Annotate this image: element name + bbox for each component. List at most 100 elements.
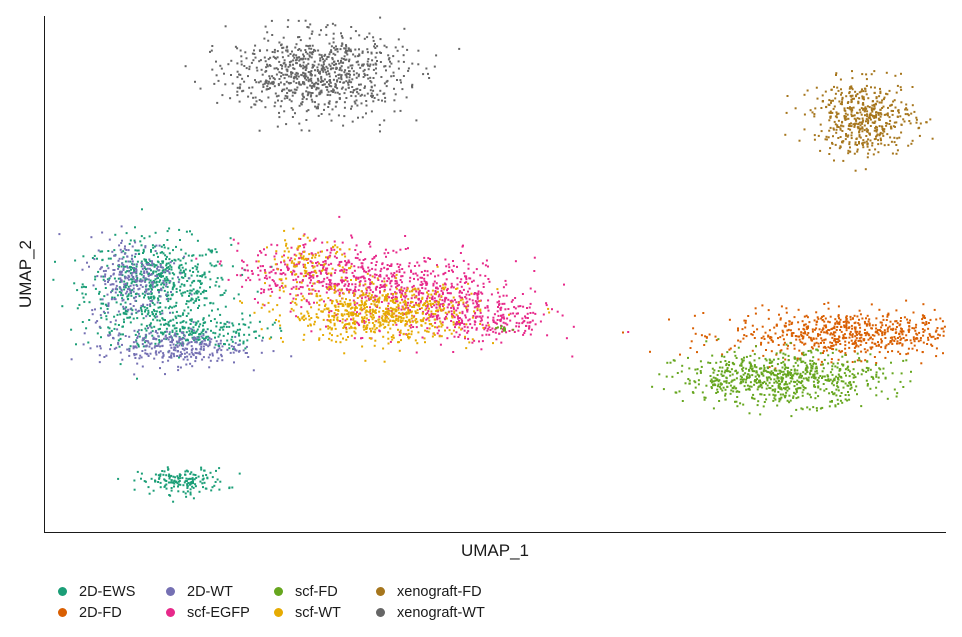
data-point: [525, 324, 528, 327]
data-point: [149, 303, 151, 306]
data-point: [183, 271, 186, 274]
data-point: [930, 343, 933, 346]
data-point: [188, 330, 191, 333]
data-point: [365, 331, 368, 333]
data-point: [761, 304, 764, 307]
data-point: [154, 285, 157, 288]
data-point: [907, 347, 910, 350]
data-point: [828, 405, 831, 408]
data-point: [166, 266, 168, 269]
data-point: [104, 275, 106, 278]
data-point: [469, 323, 472, 326]
data-point: [886, 122, 889, 125]
data-point: [832, 348, 835, 351]
data-point: [354, 283, 357, 286]
data-point: [725, 380, 728, 383]
data-point: [336, 334, 339, 337]
data-point: [407, 332, 410, 335]
data-point: [146, 340, 149, 343]
data-point: [147, 278, 150, 281]
data-point: [328, 283, 331, 286]
data-point: [196, 289, 199, 292]
data-point: [413, 277, 415, 280]
data-point: [200, 466, 203, 469]
data-point: [188, 333, 190, 336]
data-point: [850, 122, 852, 125]
data-point: [118, 244, 121, 247]
data-point: [783, 387, 785, 390]
data-point: [184, 252, 187, 255]
data-point: [359, 304, 361, 307]
data-point: [161, 260, 164, 263]
data-point: [347, 311, 350, 314]
data-point: [864, 359, 867, 362]
data-point: [147, 296, 150, 299]
data-point: [385, 294, 388, 297]
data-point: [769, 378, 772, 381]
data-point: [395, 323, 398, 326]
data-point: [565, 337, 568, 340]
data-point: [335, 256, 338, 259]
data-point: [477, 300, 480, 303]
data-point: [346, 289, 349, 292]
data-point: [545, 302, 548, 305]
data-point: [327, 314, 330, 317]
data-point: [756, 378, 758, 381]
data-point: [324, 305, 326, 307]
data-point: [200, 331, 203, 334]
data-point: [382, 312, 385, 315]
data-point: [863, 141, 866, 144]
data-point: [452, 270, 454, 273]
data-point: [464, 335, 466, 338]
data-point: [154, 250, 157, 252]
data-point: [438, 301, 440, 304]
data-point: [226, 320, 229, 323]
data-point: [300, 292, 303, 295]
data-point: [341, 281, 344, 284]
data-point: [830, 332, 833, 335]
data-point: [791, 375, 793, 378]
data-point: [153, 296, 156, 299]
data-point: [334, 269, 337, 272]
data-point: [172, 500, 175, 503]
data-point: [760, 367, 763, 370]
data-point: [858, 359, 861, 362]
data-point: [310, 306, 313, 309]
data-point: [192, 271, 195, 273]
data-point: [700, 365, 703, 368]
data-point: [303, 258, 306, 261]
data-point: [900, 327, 902, 330]
data-point: [371, 291, 374, 294]
data-point: [415, 301, 417, 304]
data-point: [431, 315, 434, 318]
data-point: [486, 329, 489, 332]
data-point: [728, 382, 731, 385]
data-point: [419, 301, 422, 304]
data-point: [108, 327, 111, 330]
data-point: [418, 303, 421, 306]
data-point: [404, 248, 407, 250]
data-point: [465, 276, 468, 279]
data-point: [179, 366, 182, 369]
data-point: [534, 323, 537, 326]
data-point: [109, 348, 112, 351]
data-point: [710, 381, 713, 384]
data-point: [195, 257, 198, 260]
data-point: [758, 375, 761, 378]
data-point: [896, 342, 898, 345]
data-point: [203, 342, 206, 345]
data-point: [339, 333, 342, 336]
data-point: [362, 292, 365, 295]
data-point: [853, 346, 856, 349]
data-point: [839, 343, 842, 345]
data-point: [308, 292, 310, 295]
data-point: [396, 282, 399, 285]
data-point: [201, 340, 204, 343]
data-point: [139, 278, 142, 281]
data-point: [481, 262, 484, 265]
data-point: [742, 380, 745, 383]
data-point: [790, 380, 793, 383]
data-point: [176, 345, 179, 348]
data-point: [276, 304, 279, 307]
data-point: [455, 288, 458, 290]
